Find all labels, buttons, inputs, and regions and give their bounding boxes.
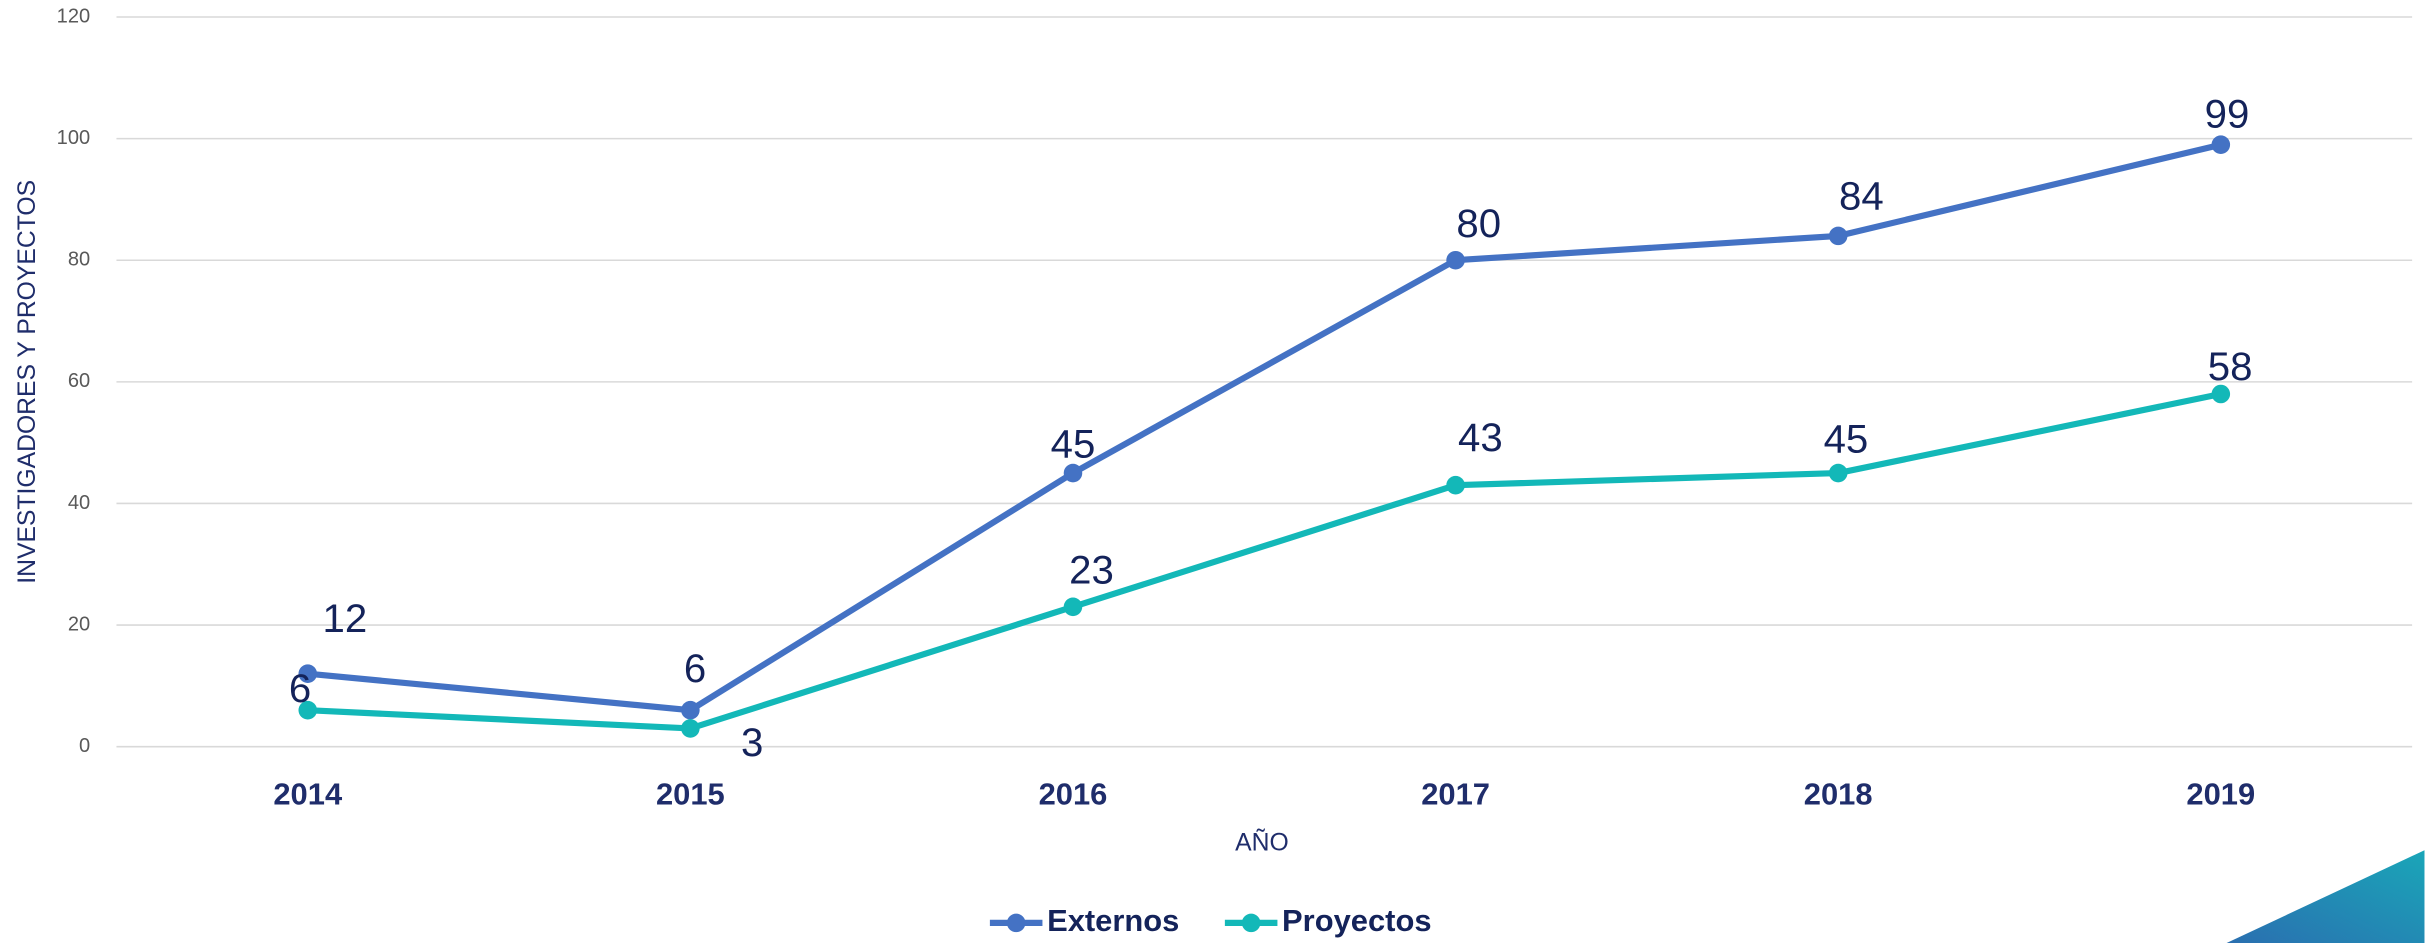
x-tick-label: 2017 <box>1421 776 1490 811</box>
data-label: 3 <box>741 720 763 765</box>
marker <box>1828 226 1848 246</box>
data-label: 99 <box>2205 91 2250 136</box>
data-label: 12 <box>323 596 368 641</box>
legend-label: Externos <box>1047 903 1179 938</box>
line <box>307 390 2222 732</box>
marker <box>298 664 318 683</box>
legend-marker <box>1006 913 1026 933</box>
marker <box>298 700 318 720</box>
y-tick-label: 20 <box>68 613 90 635</box>
data-label: 58 <box>2208 344 2253 389</box>
marker <box>1828 463 1848 483</box>
x-tick-label: 2018 <box>1804 776 1873 811</box>
y-axis-title: INVESTIGADORES Y PROYECTOS <box>14 180 41 584</box>
data-label: 84 <box>1839 173 1884 218</box>
legend-marker <box>1241 913 1261 933</box>
marker <box>1446 250 1465 270</box>
marker <box>2211 384 2231 404</box>
line <box>307 141 2222 714</box>
marker <box>2211 135 2231 154</box>
y-tick-label: 60 <box>68 370 90 392</box>
data-label: 6 <box>684 646 706 691</box>
data-label: 43 <box>1458 415 1503 460</box>
data-label: 80 <box>1456 201 1501 246</box>
decoration <box>2226 850 2425 943</box>
x-tick-label: 2016 <box>1039 776 1108 811</box>
x-tick-label: 2019 <box>2186 776 2255 811</box>
marker <box>1063 463 1083 483</box>
x-tick-label: 2015 <box>656 776 725 811</box>
y-tick-label: 0 <box>79 735 90 757</box>
y-tick-label: 40 <box>68 492 90 514</box>
y-tick-label: 120 <box>57 5 91 27</box>
x-tick-label: 2014 <box>273 776 343 811</box>
data-label: 45 <box>1824 417 1869 462</box>
data-label: 23 <box>1069 547 1114 592</box>
x-axis-title: AÑO <box>1235 830 1289 857</box>
marker <box>681 700 700 720</box>
y-tick-label: 80 <box>68 249 90 271</box>
y-tick-label: 100 <box>57 127 91 149</box>
legend-label: Proyectos <box>1282 903 1431 938</box>
data-label: 6 <box>289 666 311 711</box>
marker <box>681 719 700 738</box>
marker <box>1446 475 1465 495</box>
data-label: 45 <box>1051 421 1096 466</box>
marker <box>1063 597 1083 617</box>
